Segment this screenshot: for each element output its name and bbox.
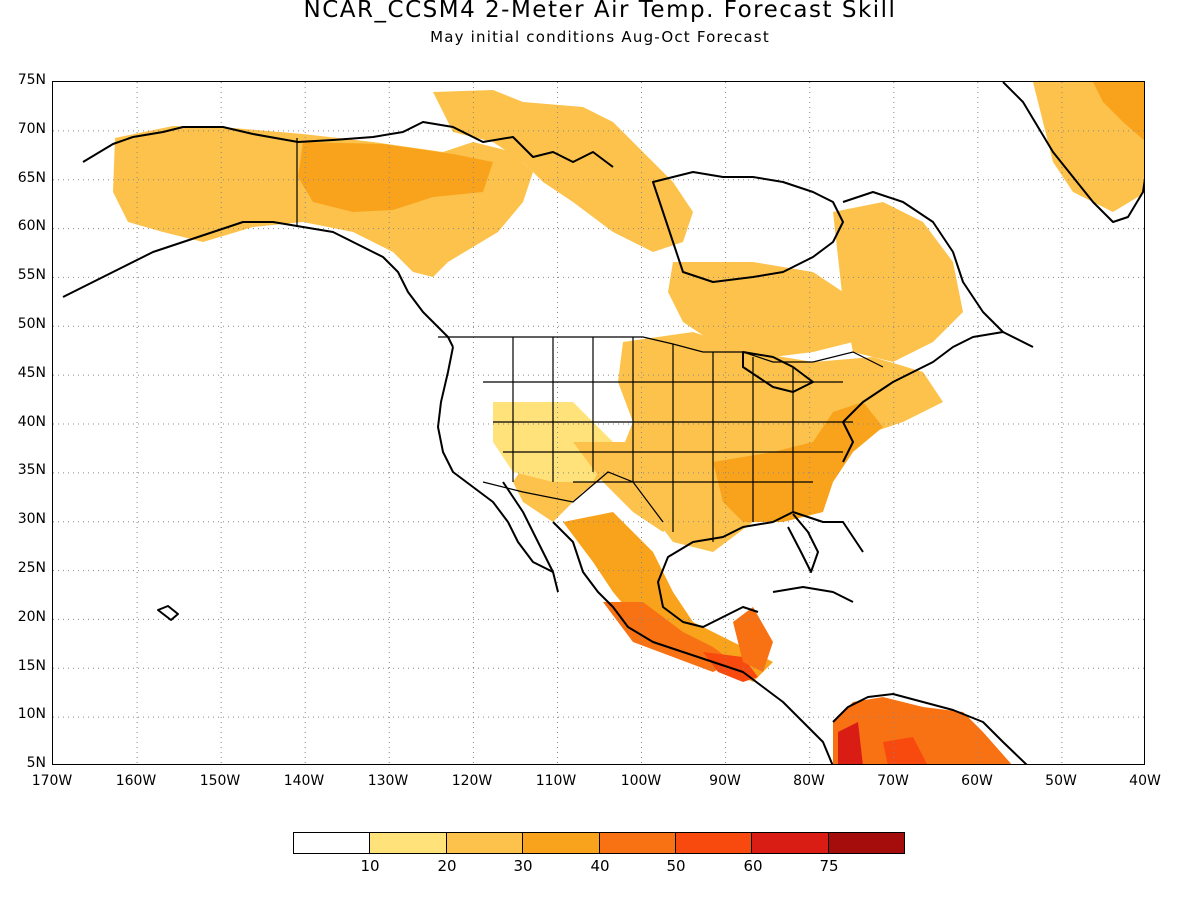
colorbar-label: 40 — [590, 857, 610, 875]
lat-label: 45N — [17, 365, 46, 381]
lat-label: 60N — [17, 218, 46, 234]
colorbar-swatch — [599, 833, 676, 853]
skill-region-south-america — [833, 697, 1012, 764]
coastline-gulf — [657, 511, 864, 628]
colorbar — [293, 832, 905, 854]
coastline-labrador — [842, 191, 1004, 333]
coastline-hawaii — [157, 605, 179, 621]
colorbar-label: 20 — [437, 857, 457, 875]
colorbar-swatch — [675, 833, 753, 853]
colorbar-swatch — [294, 833, 371, 853]
lon-label: 60W — [961, 773, 993, 789]
lat-label: 30N — [17, 511, 46, 527]
colorbar-label: 60 — [743, 857, 763, 875]
skill-region-texas — [573, 442, 693, 532]
lon-label: 40W — [1129, 773, 1161, 789]
skill-region-mexico — [563, 512, 773, 682]
lon-label: 100W — [620, 773, 662, 789]
skill-region-south-america-core — [838, 722, 863, 764]
coastline-alaska-south — [62, 221, 454, 348]
lat-label: 35N — [17, 462, 46, 478]
skill-region-southeast-us — [713, 402, 883, 522]
colorbar-label: 30 — [513, 857, 533, 875]
coastline-baja — [502, 481, 559, 593]
lat-label: 65N — [17, 170, 46, 186]
coastline-south-america — [832, 693, 1028, 764]
lat-label: 25N — [17, 560, 46, 576]
colorbar-swatch — [828, 833, 904, 853]
lon-label: 50W — [1045, 773, 1077, 789]
lon-label: 90W — [709, 773, 741, 789]
skill-region-central-america-east — [733, 607, 773, 672]
coastline-florida — [787, 513, 819, 573]
lon-label: 160W — [115, 773, 157, 789]
gridlines — [53, 82, 1144, 764]
us-mexico-border — [482, 471, 664, 523]
colorbar-swatch — [370, 833, 447, 853]
skill-region-mexico-south — [603, 602, 733, 672]
us-canada-border — [438, 336, 884, 368]
political-borders — [296, 138, 884, 542]
coastline-mexico-west — [552, 521, 834, 764]
lon-label: 140W — [283, 773, 325, 789]
coastline-east-us — [842, 331, 1034, 463]
lon-label: 150W — [199, 773, 241, 789]
coastlines — [62, 82, 1144, 764]
lat-label: 10N — [17, 706, 46, 722]
lat-label: 70N — [17, 121, 46, 137]
coastline-hudson-bay — [652, 171, 844, 283]
colorbar-swatch — [752, 833, 829, 853]
lon-label: 80W — [793, 773, 825, 789]
forecast-skill-map — [53, 82, 1144, 764]
lon-label: 130W — [367, 773, 409, 789]
lat-label: 55N — [17, 267, 46, 283]
lon-label: 120W — [451, 773, 493, 789]
us-state-lines — [483, 337, 853, 542]
skill-region-greenland-core — [1093, 82, 1144, 141]
colorbar-label: 50 — [666, 857, 686, 875]
skill-region-quebec — [833, 202, 963, 362]
map-title: NCAR_CCSM4 2-Meter Air Temp. Forecast Sk… — [303, 0, 897, 23]
lat-label: 5N — [26, 755, 46, 771]
lat-label: 20N — [17, 609, 46, 625]
lon-label: 110W — [535, 773, 577, 789]
coastline-caribbean-cuba — [772, 586, 854, 603]
colorbar-swatch — [523, 833, 600, 853]
map-frame — [52, 81, 1145, 765]
lat-label: 50N — [17, 316, 46, 332]
lat-label: 40N — [17, 414, 46, 430]
lat-label: 15N — [17, 658, 46, 674]
coastline-greenland — [1002, 82, 1144, 223]
map-subtitle: May initial conditions Aug-Oct Forecast — [430, 28, 770, 46]
coastline-west-us — [437, 346, 554, 573]
lon-label: 70W — [877, 773, 909, 789]
colorbar-label: 10 — [360, 857, 380, 875]
colorbar-swatch — [446, 833, 524, 853]
lon-label: 170W — [31, 773, 73, 789]
colorbar-label: 75 — [819, 857, 839, 875]
skill-region-central-us — [513, 332, 943, 552]
skill-region-nw-canada-core — [298, 142, 493, 212]
lat-label: 75N — [17, 72, 46, 88]
coastline-alaska — [82, 121, 614, 168]
skill-region-hudson-south — [668, 262, 853, 362]
